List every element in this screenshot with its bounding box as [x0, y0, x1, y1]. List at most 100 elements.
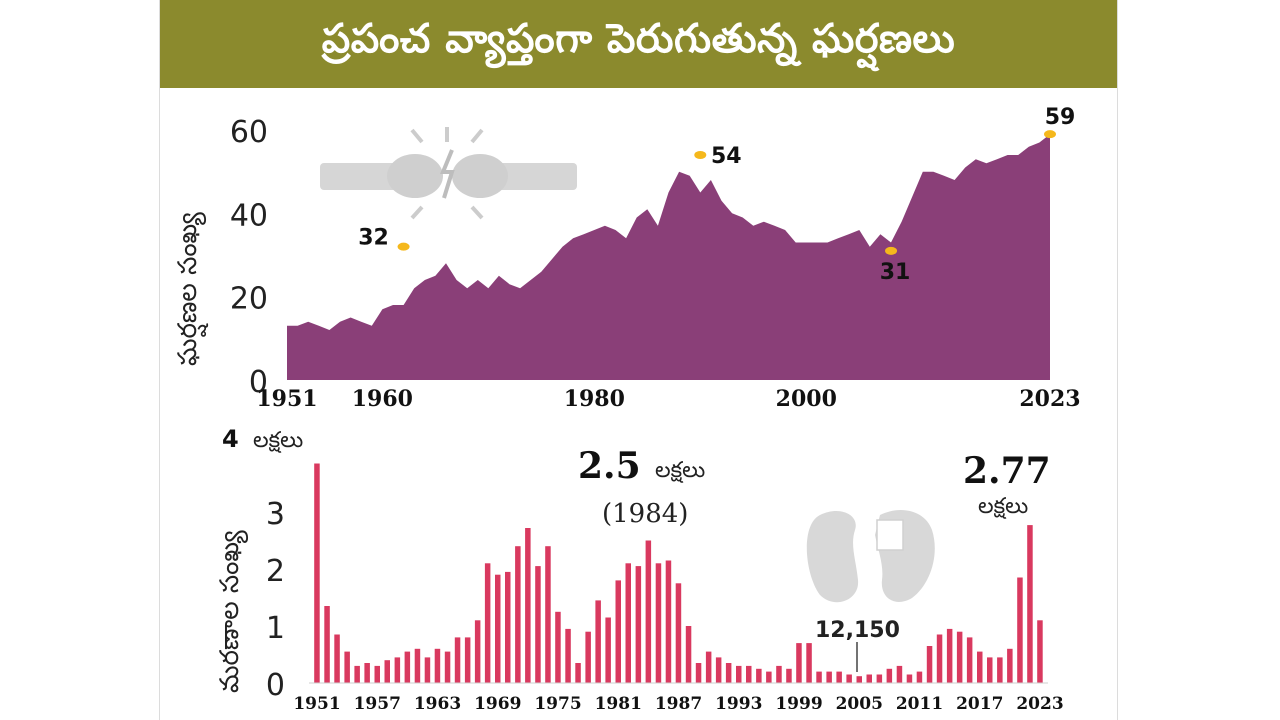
death-bar	[826, 671, 832, 683]
death-bar	[766, 671, 772, 683]
death-bar	[776, 665, 782, 683]
peak-1984-value: 2.5	[578, 445, 641, 487]
death-bar	[987, 657, 993, 683]
top-x-tick-label: 1980	[564, 386, 625, 412]
peak-marker	[885, 246, 898, 255]
death-bar	[575, 663, 581, 683]
death-bar	[635, 566, 642, 683]
death-bar	[725, 663, 732, 683]
bottom-x-tick-label: 1999	[775, 694, 822, 714]
death-bar	[1017, 577, 1023, 683]
death-bar	[464, 637, 471, 683]
death-bar	[816, 671, 822, 683]
death-bar	[1037, 620, 1043, 683]
death-bar	[444, 651, 451, 683]
death-bar	[495, 574, 501, 683]
death-bar	[324, 606, 330, 683]
death-bar	[515, 546, 521, 683]
death-bar	[525, 528, 531, 683]
bottom-x-tick-label: 1951	[293, 694, 340, 714]
peak-2022-value: 2.77	[963, 450, 1051, 492]
page-title: ప్రపంచ వ్యాప్తంగా పెరుగుతున్న ఘర్షణలు	[321, 16, 956, 62]
death-bar	[685, 626, 692, 683]
death-bar	[605, 617, 611, 683]
top-x-tick-label: 2023	[1019, 386, 1080, 412]
death-bar	[454, 637, 461, 683]
death-bar	[796, 643, 802, 683]
bottom-y-tick-label: 0	[266, 668, 285, 703]
footprints-icon	[806, 510, 935, 603]
bottom-y-axis-label: మరణాల సంఖ్య	[215, 530, 249, 693]
death-bar	[746, 665, 752, 683]
death-bar	[896, 665, 903, 683]
peak-label: 54	[711, 144, 742, 169]
death-bar	[314, 463, 320, 683]
bottom-x-tick-label: 1975	[534, 694, 581, 714]
death-bar	[936, 634, 943, 683]
deaths-bar-chart: మరణాల సంఖ్య 0 1 2 3 1951 1957 1963 1969 1975 198…	[215, 425, 1064, 714]
top-y-unit-label: లక్షలు	[253, 428, 303, 453]
death-bar	[956, 631, 963, 683]
death-bar	[1007, 648, 1013, 683]
top-y-tick-label: 40	[230, 198, 268, 233]
peak-label: 59	[1045, 105, 1076, 130]
death-bar	[966, 637, 973, 683]
peak-label: 31	[880, 260, 911, 285]
bottom-y-tick-label: 2	[266, 554, 285, 589]
death-bar	[705, 651, 712, 683]
death-bar	[655, 563, 662, 683]
death-bar	[334, 634, 340, 683]
top-y-tick-label: 20	[230, 282, 268, 317]
fist-bump-icon	[320, 127, 577, 220]
death-bar	[404, 651, 411, 683]
bottom-y-tick-label: 3	[266, 497, 285, 532]
death-bar	[1027, 525, 1033, 683]
death-bar	[926, 646, 933, 683]
death-bar	[836, 671, 842, 683]
death-bar	[806, 643, 812, 683]
death-bar	[856, 676, 862, 683]
death-bar	[585, 631, 591, 683]
bottom-x-tick-label: 1993	[715, 694, 762, 714]
death-bar	[384, 660, 390, 683]
death-bar	[977, 651, 983, 683]
peak-marker	[694, 151, 707, 159]
infographic-card: ప్రపంచ వ్యాప్తంగా పెరుగుతున్న ఘర్షణలు ఘర…	[159, 0, 1118, 720]
peak-marker	[1044, 130, 1056, 139]
death-bar	[625, 563, 631, 683]
death-bar	[886, 668, 893, 684]
min-2005-value: 12,150	[815, 618, 900, 643]
bottom-x-tick-label: 1957	[354, 694, 401, 714]
death-bar	[565, 628, 571, 683]
death-bar	[756, 668, 762, 684]
death-bar	[675, 583, 682, 684]
death-bar	[555, 611, 561, 684]
peak-marker	[397, 242, 410, 251]
death-bar	[615, 580, 621, 683]
death-bar	[876, 674, 883, 683]
bottom-y-tick-label: 1	[266, 611, 285, 646]
peak-label: 32	[358, 226, 389, 251]
peak-1984-unit: లక్షలు	[655, 458, 705, 483]
bottom-x-tick-label: 2011	[896, 694, 943, 714]
death-bar	[354, 665, 360, 683]
top-y-unit-value: 4	[222, 425, 239, 453]
bottom-x-tick-label: 2017	[956, 694, 1003, 714]
death-bar	[997, 657, 1003, 683]
bottom-x-tick-label: 1963	[414, 694, 461, 714]
bottom-x-tick-label: 2005	[836, 694, 883, 714]
death-bar	[545, 546, 551, 683]
death-bar	[665, 560, 672, 683]
death-bar	[535, 566, 541, 683]
top-y-tick-label: 0	[249, 365, 268, 400]
top-y-tick-label: 60	[230, 115, 268, 150]
death-bar	[374, 665, 380, 683]
bottom-x-tick-label: 1981	[595, 694, 642, 714]
peak-1984-year: (1984)	[602, 499, 688, 529]
death-bar	[394, 657, 401, 683]
death-bar	[846, 674, 852, 683]
death-bar	[364, 663, 370, 683]
death-bar	[474, 620, 481, 683]
death-bar	[645, 540, 652, 683]
